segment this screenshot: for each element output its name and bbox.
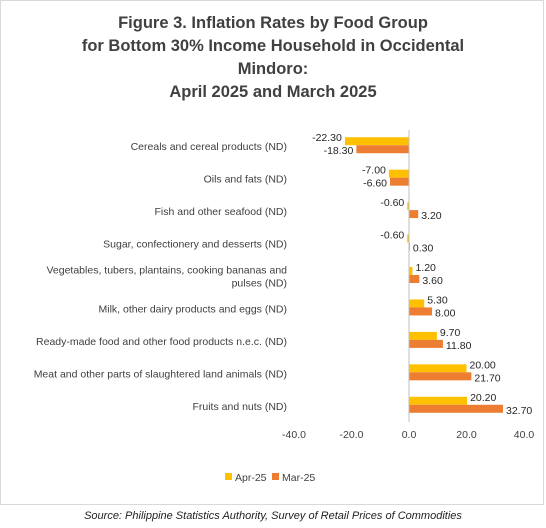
source-note: Source: Philippine Statistics Authority,… [84, 510, 462, 522]
x-tick-label: 20.0 [456, 429, 477, 441]
category-label: Cereals and cereal products (ND) [131, 141, 287, 153]
bar-mar-25 [409, 372, 472, 381]
data-label: 9.70 [440, 327, 461, 339]
category-label: Vegetables, tubers, plantains, cooking b… [46, 265, 287, 277]
bar-mar-25 [409, 275, 420, 283]
bar-apr-25 [407, 202, 409, 211]
x-tick-label: -40.0 [282, 429, 306, 441]
bar-mar-25 [409, 307, 432, 316]
title-line: Figure 3. Inflation Rates by Food Group [118, 14, 428, 32]
x-tick-label: 0.0 [402, 429, 417, 441]
legend-swatch-mar-25 [272, 473, 279, 480]
legend-label: Mar-25 [282, 472, 315, 484]
bar-apr-25 [409, 396, 468, 405]
category-label: pulses (ND) [232, 278, 287, 290]
data-label: -7.00 [362, 165, 386, 177]
bar-mar-25 [356, 145, 409, 154]
data-label: -0.60 [380, 230, 404, 242]
data-label: -22.30 [312, 132, 342, 144]
bar-mar-25 [390, 177, 409, 186]
data-label: 11.80 [446, 340, 472, 352]
x-tick-label: 40.0 [514, 429, 535, 441]
title-line: Mindoro: [237, 60, 309, 78]
bar-apr-25 [409, 299, 425, 308]
category-label: Fruits and nuts (ND) [192, 401, 287, 413]
legend-label: Apr-25 [235, 472, 267, 484]
bar-apr-25 [388, 169, 409, 178]
data-label: 32.70 [506, 405, 532, 417]
title-line: for Bottom 30% Income Household in Occid… [81, 37, 465, 55]
category-label: Fish and other seafood (ND) [155, 206, 287, 218]
data-label: 3.60 [422, 275, 443, 287]
bar-apr-25 [409, 364, 467, 373]
data-label: 0.30 [413, 243, 434, 255]
x-tick-label: -20.0 [340, 429, 364, 441]
chart-title: Figure 3. Inflation Rates by Food Group … [0, 12, 546, 104]
category-label: Meat and other parts of slaughtered land… [34, 368, 287, 380]
data-label: -0.60 [380, 197, 404, 209]
bar-apr-25 [344, 137, 409, 146]
bar-mar-25 [409, 210, 419, 219]
data-label: 20.20 [470, 392, 496, 404]
bar-mar-25 [409, 404, 504, 413]
category-label: Oils and fats (ND) [204, 174, 287, 186]
data-label: 21.70 [474, 372, 500, 384]
data-label: 1.20 [415, 262, 436, 274]
data-label: 3.20 [421, 210, 442, 222]
chart-frame [0, 0, 544, 505]
title-line: April 2025 and March 2025 [169, 83, 377, 101]
bar-apr-25 [407, 234, 409, 243]
data-label: 8.00 [435, 307, 456, 319]
category-label: Sugar, confectionery and desserts (ND) [103, 239, 287, 251]
data-label: -6.60 [363, 178, 387, 190]
legend-swatch-apr-25 [225, 473, 232, 480]
data-label: 20.00 [470, 359, 496, 371]
bar-apr-25 [409, 267, 413, 275]
bar-apr-25 [409, 331, 437, 340]
bar-mar-25 [409, 339, 443, 348]
category-label: Milk, other dairy products and eggs (ND) [99, 303, 288, 315]
data-label: 5.30 [427, 294, 448, 306]
bar-chart: Cereals and cereal products (ND) -22.30-1… [34, 130, 535, 484]
category-label: Ready-made food and other food products … [36, 336, 287, 348]
data-label: -18.30 [324, 145, 354, 157]
